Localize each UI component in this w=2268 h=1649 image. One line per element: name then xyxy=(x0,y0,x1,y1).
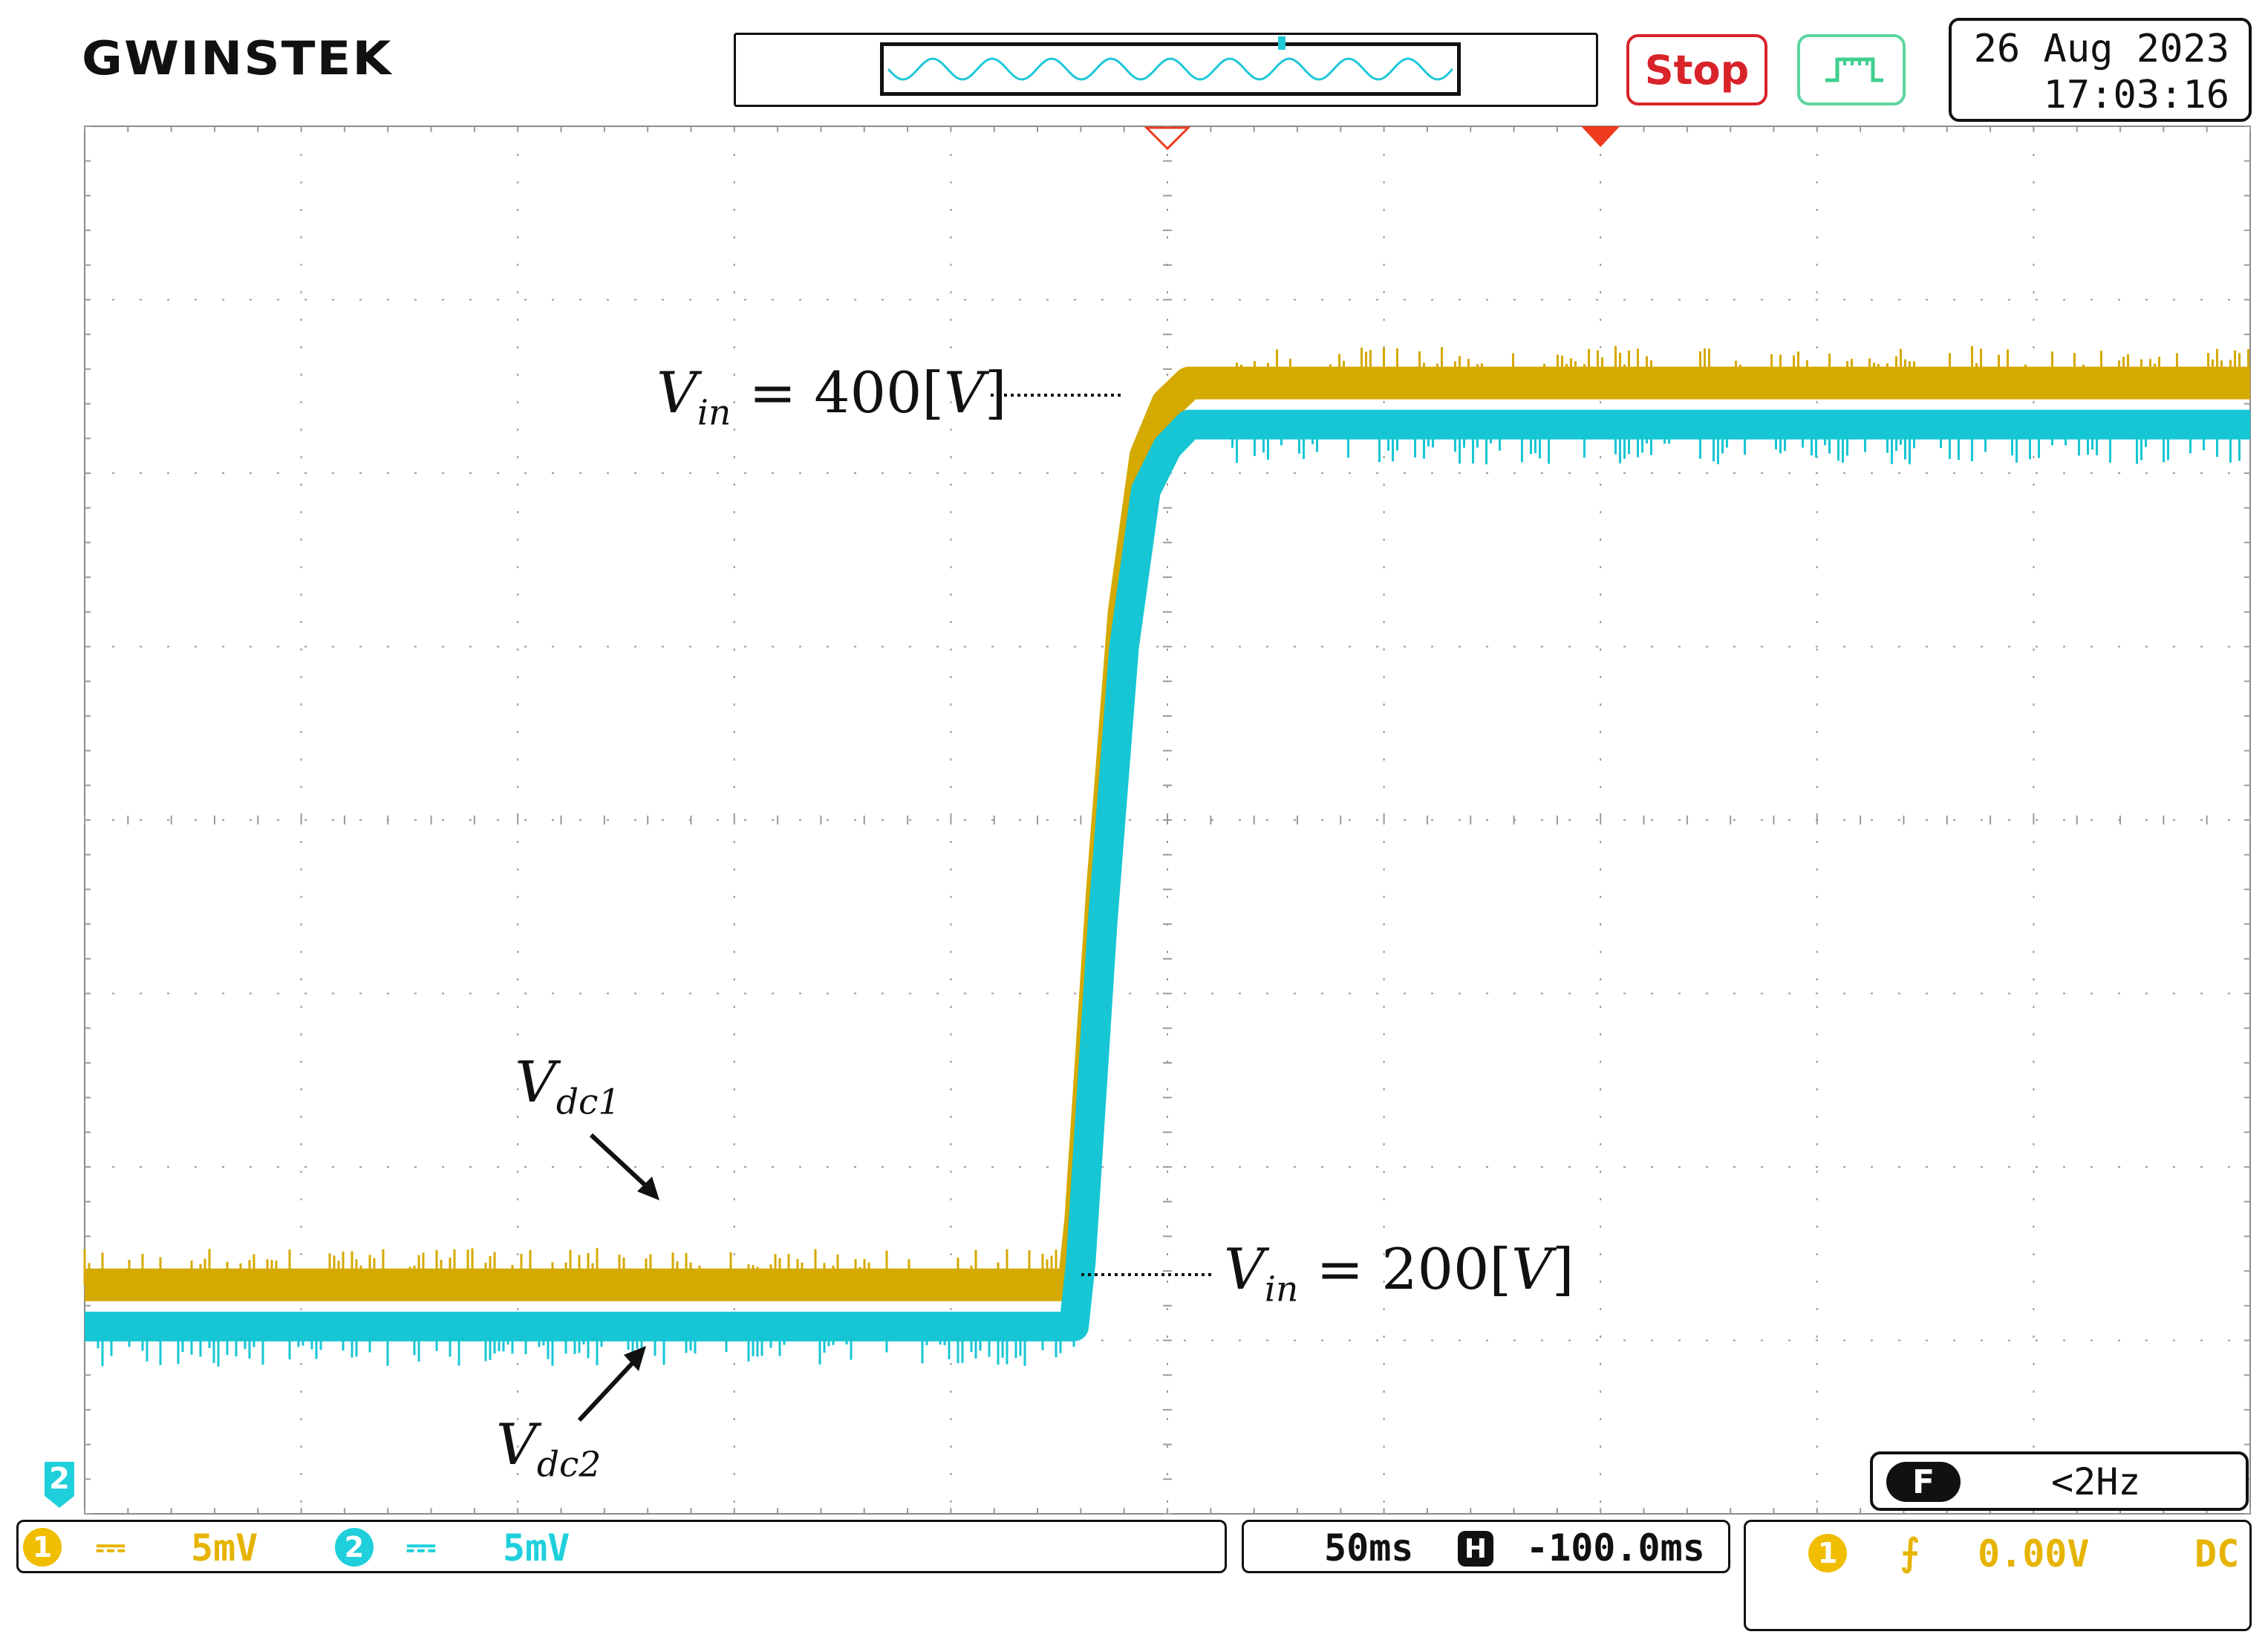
annotation-vdc2: Vdc2 xyxy=(496,1411,601,1485)
trace-v-dc1 xyxy=(85,366,2250,1301)
channel-2-marker[interactable]: 2 xyxy=(43,1460,76,1509)
trigger-slope-icon: ⨍ xyxy=(1900,1531,1920,1574)
channel-2-scale[interactable]: 5mV xyxy=(503,1526,570,1570)
trigger-source-label: 1 xyxy=(1817,1537,1838,1570)
timebase-scale[interactable]: 50ms xyxy=(1324,1526,1414,1570)
annotation-sub: dc2 xyxy=(536,1444,602,1486)
time-text: 17:03:16 xyxy=(2043,73,2229,117)
pulse-icon xyxy=(1825,57,1883,82)
horizontal-badge-label: H xyxy=(1464,1533,1487,1564)
trigger-source-badge[interactable]: 1 xyxy=(1808,1534,1847,1572)
channel-1-badge-label: 1 xyxy=(32,1531,53,1564)
annotation-sub: in xyxy=(1264,1269,1299,1310)
annotation-close: ] xyxy=(984,360,1007,426)
frequency-badge: F xyxy=(1886,1462,1961,1502)
memory-overview[interactable] xyxy=(734,33,1598,107)
channel-1-coupling-icon: ⎓ xyxy=(96,1525,126,1568)
channel-2-badge-label: 2 xyxy=(344,1531,365,1564)
trace-v-dc2 xyxy=(85,409,2250,1341)
channel-1-badge[interactable]: 1 xyxy=(23,1528,62,1567)
trigger-settings-bar[interactable]: 1 ⨍ 0.00V DC xyxy=(1744,1520,2252,1631)
annotation-leaders xyxy=(577,394,1215,1422)
arrow-vdc1-head xyxy=(637,1177,659,1200)
waveform-preview xyxy=(887,57,1454,81)
traces xyxy=(83,345,2250,1367)
annotation-close: ] xyxy=(1551,1236,1574,1302)
annotation-eq: = 400[ xyxy=(731,360,945,426)
channel-2-coupling-icon: ⎓ xyxy=(406,1525,436,1568)
arrow-vdc1-shaft xyxy=(589,1133,656,1195)
timebase-bar[interactable]: 50ms H -100.0ms xyxy=(1242,1520,1730,1573)
annotation-unit: V xyxy=(944,360,985,426)
channel-1-scale[interactable]: 5mV xyxy=(191,1526,258,1570)
run-stop-button[interactable]: Stop xyxy=(1626,34,1767,105)
trigger-position-marker xyxy=(1278,36,1285,50)
horizontal-position[interactable]: -100.0ms xyxy=(1526,1526,1705,1570)
annotation-sub: dc1 xyxy=(555,1082,621,1123)
frequency-value: <2Hz xyxy=(2051,1460,2141,1503)
annotation-eq: = 200[ xyxy=(1298,1236,1512,1302)
memory-window[interactable] xyxy=(880,42,1461,96)
annotation-var: V xyxy=(1224,1236,1265,1302)
annotation-vin-400: Vin = 400[V] xyxy=(656,360,1007,433)
annotation-var: V xyxy=(515,1049,556,1115)
datetime-panel: 26 Aug 2023 17:03:16 xyxy=(1949,18,2252,122)
arrow-vdc2-head xyxy=(624,1346,646,1371)
channel-marker-shape xyxy=(45,1462,74,1508)
date-text: 26 Aug 2023 xyxy=(1973,27,2229,71)
frequency-badge-label: F xyxy=(1912,1463,1935,1501)
channel-2-marker-label: 2 xyxy=(49,1462,70,1496)
channel-settings-bar[interactable]: 1 ⎓ 5mV 2 ⎓ 5mV xyxy=(16,1520,1227,1573)
graticule xyxy=(84,126,2251,1515)
trigger-level[interactable]: 0.00V xyxy=(1978,1532,2090,1575)
annotation-var: V xyxy=(656,360,697,426)
annotation-unit: V xyxy=(1511,1236,1552,1302)
annotation-vdc1: Vdc1 xyxy=(515,1049,620,1122)
arrow-vdc2-shaft xyxy=(577,1353,642,1422)
markers xyxy=(1144,126,1620,151)
annotation-vin-200: Vin = 200[V] xyxy=(1224,1236,1574,1310)
annotation-var: V xyxy=(496,1411,537,1477)
annotation-sub: in xyxy=(697,392,731,434)
brand-logo: GWINSTEK xyxy=(82,31,393,85)
trigger-frequency-box: F <2Hz xyxy=(1870,1451,2249,1511)
trigger-coupling[interactable]: DC xyxy=(2194,1532,2240,1575)
trigger-time-marker xyxy=(1144,126,1191,151)
channel-2-badge[interactable]: 2 xyxy=(335,1528,374,1567)
acquire-mode-button[interactable] xyxy=(1797,34,1906,105)
horizontal-position-marker xyxy=(1581,126,1620,147)
horizontal-badge: H xyxy=(1458,1531,1493,1567)
